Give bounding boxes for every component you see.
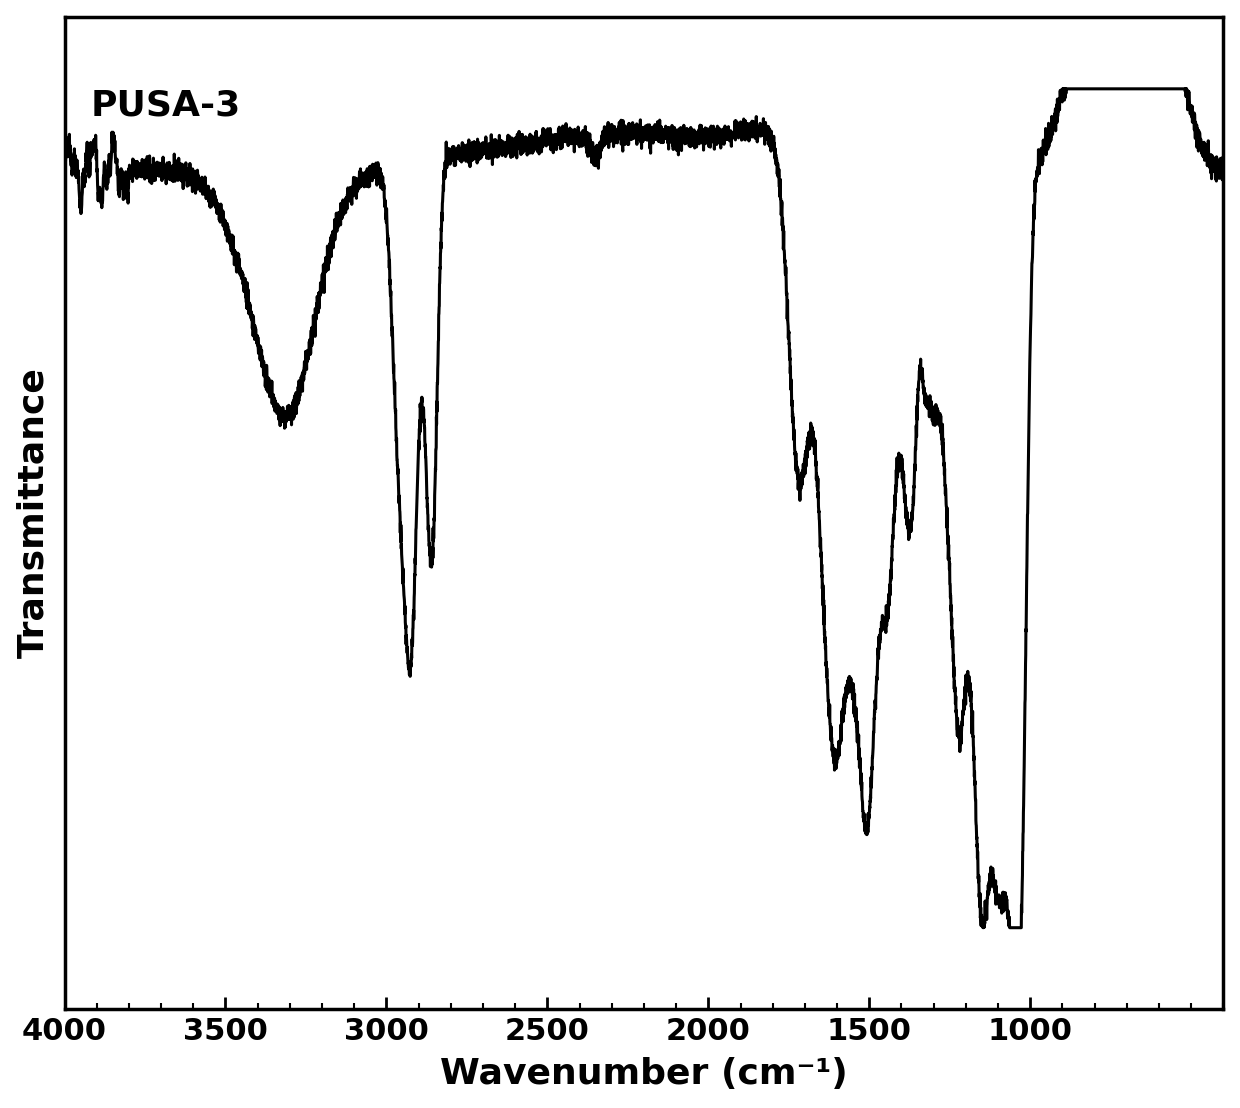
X-axis label: Wavenumber (cm⁻¹): Wavenumber (cm⁻¹) <box>440 1057 848 1091</box>
Text: PUSA-3: PUSA-3 <box>91 89 241 123</box>
Y-axis label: Transmittance: Transmittance <box>16 368 51 658</box>
